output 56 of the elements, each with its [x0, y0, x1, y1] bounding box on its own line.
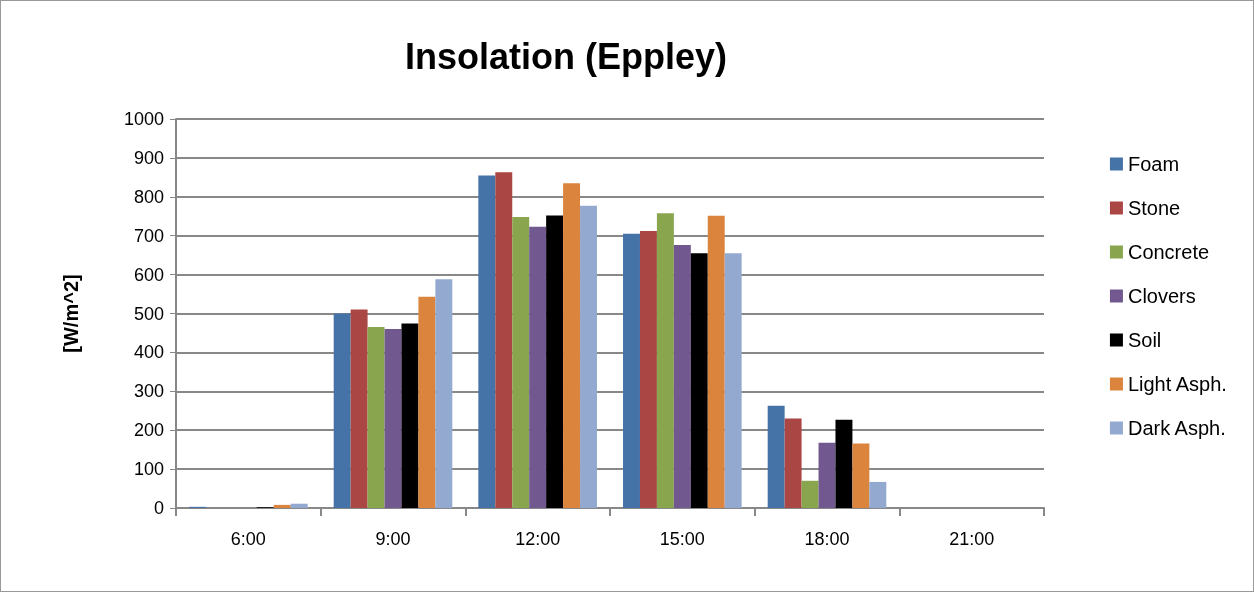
bar: [673, 245, 691, 508]
x-tick-label: 9:00: [375, 529, 411, 549]
y-tick-label: 900: [133, 147, 164, 168]
bar: [801, 480, 819, 508]
bar: [623, 233, 640, 508]
bar: [707, 215, 725, 508]
bar: [512, 217, 530, 508]
x-tick-label: 21:00: [949, 529, 995, 549]
legend-label: Concrete: [1127, 241, 1210, 263]
y-tick-label: 1000: [123, 109, 164, 129]
bar: [656, 213, 674, 508]
bar: [818, 442, 836, 508]
y-tick-label: 0: [153, 498, 164, 518]
bar: [852, 443, 870, 508]
bar: [418, 296, 436, 508]
x-tick-label: 12:00: [515, 529, 561, 549]
bar: [384, 329, 402, 508]
legend-label: Soil: [1127, 329, 1162, 351]
legend-label: Foam: [1127, 153, 1180, 175]
bar: [580, 205, 597, 508]
legend-label: Light Asph.: [1127, 373, 1227, 395]
bar: [435, 279, 453, 508]
bar: [290, 503, 308, 508]
bar: [333, 313, 351, 508]
bar: [546, 215, 564, 508]
y-tick-label: 100: [133, 459, 164, 480]
y-tick-label: 700: [133, 225, 164, 246]
y-axis-title: [W/m^2]: [60, 274, 82, 353]
bar: [367, 327, 385, 508]
bar: [639, 231, 657, 508]
legend-label: Clovers: [1127, 285, 1196, 307]
bar: [784, 418, 802, 508]
y-tick-label: 500: [133, 303, 164, 324]
x-tick-label: 6:00: [230, 529, 266, 549]
bar: [767, 405, 785, 508]
bar: [835, 419, 853, 508]
bar: [563, 183, 581, 508]
bar: [401, 323, 419, 508]
y-tick-label: 200: [133, 420, 164, 441]
bar: [350, 309, 368, 508]
y-tick-label: 600: [133, 264, 164, 285]
bar: [495, 172, 513, 508]
y-tick-label: 800: [133, 186, 164, 207]
x-tick-label: 18:00: [804, 529, 850, 549]
bar: [690, 253, 708, 508]
bar: [273, 504, 291, 508]
y-tick-label: 400: [133, 342, 164, 363]
bar: [869, 481, 887, 508]
legend-label: Stone: [1127, 197, 1181, 219]
bar: [478, 175, 496, 508]
legend-label: Dark Asph.: [1127, 417, 1226, 439]
y-tick-label: 300: [133, 381, 164, 402]
bar: [724, 253, 742, 508]
chart-title: Insolation (Eppley): [404, 35, 728, 77]
bar: [529, 226, 547, 508]
x-tick-label: 15:00: [659, 529, 705, 549]
